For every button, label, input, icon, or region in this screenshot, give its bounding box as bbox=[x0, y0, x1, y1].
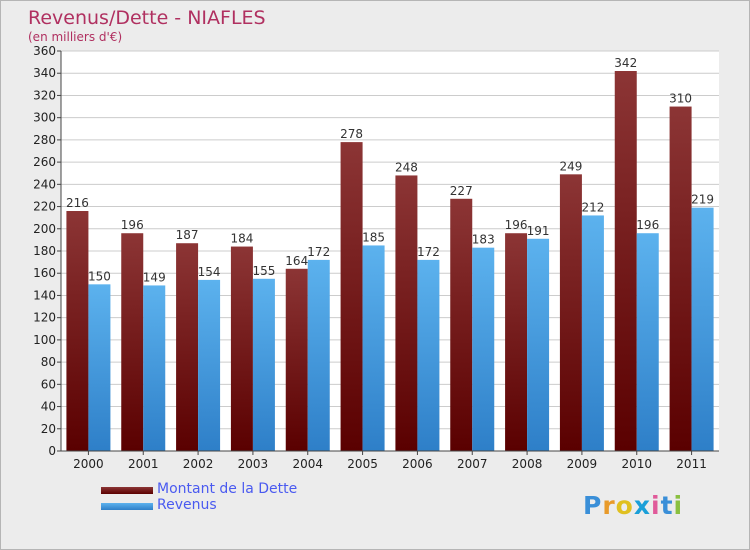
bar-revenue bbox=[143, 285, 166, 451]
legend-label-revenue: Revenus bbox=[157, 497, 217, 513]
y-tick-label: 40 bbox=[41, 400, 56, 414]
y-tick-label: 260 bbox=[33, 155, 56, 169]
bar-revenue bbox=[581, 215, 604, 451]
y-tick-label: 320 bbox=[33, 88, 56, 102]
logo-letter: i bbox=[673, 491, 684, 520]
bar-debt bbox=[285, 268, 308, 451]
data-label-revenue: 212 bbox=[581, 200, 604, 214]
legend-swatch-debt bbox=[101, 487, 153, 494]
data-label-revenue: 154 bbox=[198, 265, 221, 279]
x-tick-label: 2004 bbox=[292, 457, 323, 471]
bar-debt bbox=[614, 71, 637, 451]
data-label-debt: 278 bbox=[340, 127, 363, 141]
x-tick-label: 2001 bbox=[128, 457, 159, 471]
x-tick-label: 2009 bbox=[567, 457, 598, 471]
y-tick-label: 60 bbox=[41, 377, 56, 391]
data-label-debt: 196 bbox=[121, 218, 144, 232]
data-label-revenue: 219 bbox=[691, 193, 714, 207]
bar-revenue bbox=[307, 259, 330, 451]
bar-debt bbox=[176, 243, 199, 451]
bar-revenue bbox=[362, 245, 385, 451]
data-label-debt: 216 bbox=[66, 196, 89, 210]
x-tick-label: 2005 bbox=[347, 457, 378, 471]
bar-revenue bbox=[198, 279, 221, 451]
x-tick-label: 2011 bbox=[676, 457, 707, 471]
data-label-debt: 164 bbox=[285, 254, 308, 268]
bar-revenue bbox=[636, 233, 659, 451]
y-tick-label: 20 bbox=[41, 422, 56, 436]
data-label-revenue: 172 bbox=[417, 245, 440, 259]
y-tick-label: 360 bbox=[33, 44, 56, 58]
y-tick-label: 200 bbox=[33, 222, 56, 236]
proxiti-logo: Proxiti bbox=[583, 491, 683, 520]
bar-debt bbox=[230, 246, 253, 451]
data-label-debt: 184 bbox=[230, 232, 253, 246]
bar-revenue bbox=[252, 278, 275, 451]
data-label-revenue: 191 bbox=[527, 224, 550, 238]
logo-letter: x bbox=[633, 491, 651, 520]
data-label-revenue: 185 bbox=[362, 230, 385, 244]
data-label-revenue: 149 bbox=[143, 270, 166, 284]
data-label-debt: 187 bbox=[176, 228, 199, 242]
bar-revenue bbox=[417, 259, 440, 451]
bar-debt bbox=[340, 142, 363, 451]
bar-debt bbox=[121, 233, 144, 451]
y-tick-label: 340 bbox=[33, 66, 56, 80]
y-tick-label: 160 bbox=[33, 266, 56, 280]
data-label-debt: 342 bbox=[614, 56, 637, 70]
data-label-debt: 227 bbox=[450, 184, 473, 198]
y-tick-label: 0 bbox=[48, 444, 56, 458]
logo-letter: P bbox=[583, 491, 603, 520]
bar-debt bbox=[505, 233, 528, 451]
x-tick-label: 2002 bbox=[183, 457, 214, 471]
y-tick-label: 300 bbox=[33, 111, 56, 125]
bar-revenue bbox=[88, 284, 111, 451]
data-label-revenue: 150 bbox=[88, 269, 111, 283]
legend-label-debt: Montant de la Dette bbox=[157, 481, 298, 497]
logo-letter: i bbox=[651, 491, 661, 520]
x-tick-label: 2010 bbox=[621, 457, 652, 471]
y-tick-label: 140 bbox=[33, 288, 56, 302]
logo-letter: o bbox=[615, 491, 634, 520]
data-label-revenue: 196 bbox=[636, 218, 659, 232]
chart-subtitle: (en milliers d'€) bbox=[28, 30, 123, 44]
bar-debt bbox=[559, 174, 582, 452]
data-label-debt: 249 bbox=[559, 159, 582, 173]
y-tick-label: 100 bbox=[33, 333, 56, 347]
chart-title: Revenus/Dette - NIAFLES bbox=[28, 7, 266, 29]
legend-swatch-revenue bbox=[101, 503, 153, 510]
y-tick-label: 80 bbox=[41, 355, 56, 369]
x-tick-label: 2000 bbox=[73, 457, 104, 471]
bar-revenue bbox=[527, 238, 550, 451]
bar-debt bbox=[395, 175, 418, 451]
logo-letter: r bbox=[602, 491, 616, 520]
bar-revenue bbox=[472, 247, 495, 451]
data-label-debt: 196 bbox=[505, 218, 528, 232]
data-label-revenue: 155 bbox=[252, 264, 275, 278]
x-tick-label: 2003 bbox=[238, 457, 269, 471]
logo-letter: t bbox=[660, 491, 674, 520]
y-tick-label: 120 bbox=[33, 311, 56, 325]
data-label-debt: 310 bbox=[669, 92, 692, 106]
bar-debt bbox=[66, 211, 89, 451]
y-tick-label: 280 bbox=[33, 133, 56, 147]
x-tick-label: 2006 bbox=[402, 457, 433, 471]
y-tick-label: 180 bbox=[33, 244, 56, 258]
y-tick-label: 240 bbox=[33, 177, 56, 191]
bar-debt bbox=[450, 198, 473, 451]
data-label-revenue: 172 bbox=[307, 245, 330, 259]
y-tick-label: 220 bbox=[33, 200, 56, 214]
bar-debt bbox=[669, 106, 692, 452]
data-label-debt: 248 bbox=[395, 160, 418, 174]
x-tick-label: 2007 bbox=[457, 457, 488, 471]
x-tick-label: 2008 bbox=[512, 457, 543, 471]
data-label-revenue: 183 bbox=[472, 233, 495, 247]
bar-revenue bbox=[691, 207, 714, 451]
